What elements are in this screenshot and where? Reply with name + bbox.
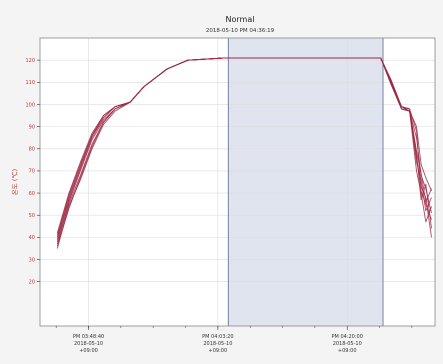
chart-subtitle: 2018-05-10 PM 04:36:19 [206, 28, 275, 34]
y-tick-label: 60 [29, 191, 35, 197]
y-tick-label: 80 [29, 147, 35, 153]
y-tick-label: 40 [29, 235, 35, 241]
y-tick-label: 90 [29, 124, 35, 130]
y-tick-label: 30 [29, 257, 35, 263]
y-tick-label: 50 [29, 213, 35, 219]
x-tick-label: PM 04:20:00 [332, 334, 363, 340]
y-tick-label: 20 [29, 279, 35, 285]
y-tick-label: 70 [29, 169, 35, 175]
y-tick-label: 110 [25, 80, 35, 86]
series-line-8 [56, 57, 432, 240]
x-tick-label: 2018-05-10 [333, 341, 362, 347]
plot-frame [39, 37, 436, 327]
x-tick-label: PM 03:48:40 [73, 334, 104, 340]
chart-title: Normal [226, 15, 255, 24]
x-tick-label: PM 04:03:20 [202, 334, 233, 340]
x-tick-label: +09:00 [209, 348, 228, 354]
x-tick-label: +09:00 [338, 348, 357, 354]
x-tick-label: +09:00 [79, 348, 98, 354]
y-tick-label: 120 [25, 58, 35, 64]
y-tick-label: 100 [25, 102, 35, 108]
y-axis-label: 온도 (℃) [11, 169, 19, 195]
highlight-band [228, 38, 384, 326]
x-tick-label: 2018-05-10 [74, 341, 103, 347]
x-tick-label: 2018-05-10 [203, 341, 232, 347]
